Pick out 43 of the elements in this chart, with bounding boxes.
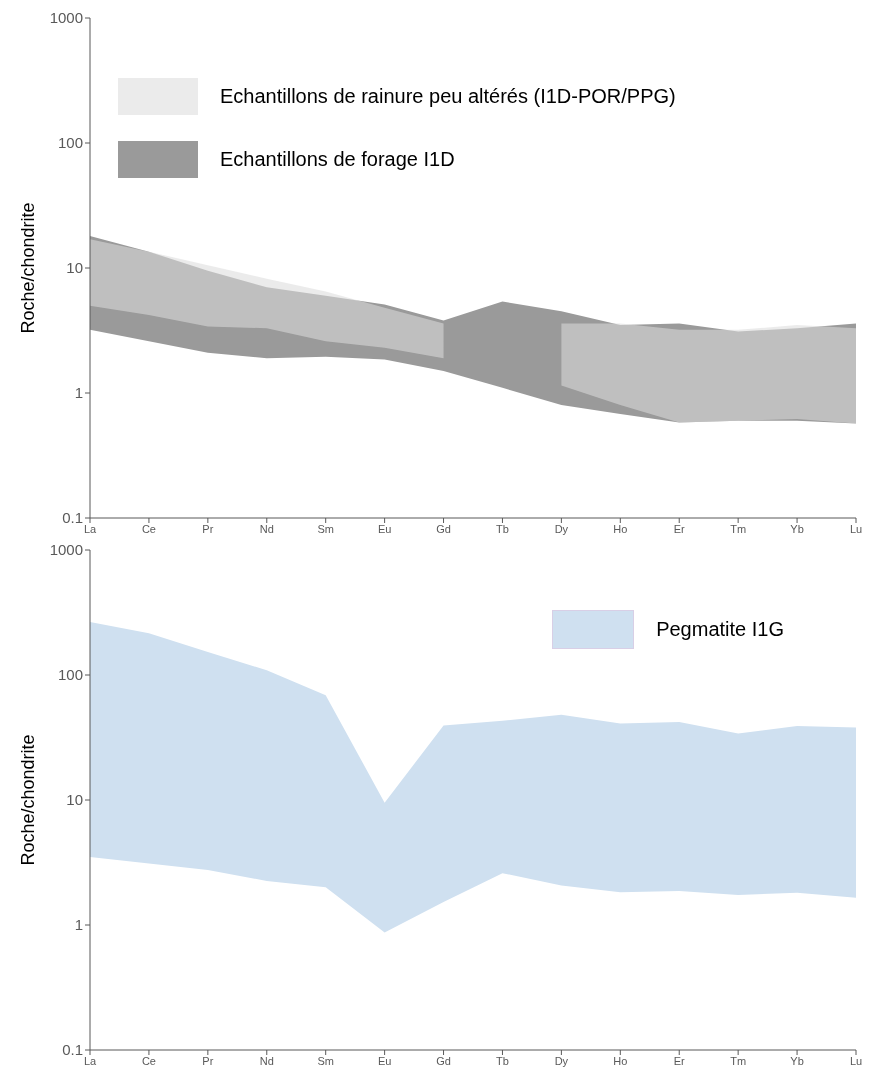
x-tick-label: Gd [436, 522, 451, 535]
legend-label: Pegmatite I1G [656, 618, 784, 641]
y-tick-label: 100 [57, 134, 83, 152]
legend-label: Echantillons de rainure peu altérés (I1D-POR/PPG) [220, 85, 676, 108]
x-tick-label: Sm [317, 1054, 334, 1067]
y-tick-label: 1000 [49, 541, 83, 559]
y-tick-label: 100 [57, 666, 83, 684]
x-tick-label: Nd [259, 522, 274, 535]
x-tick-label: Ho [613, 522, 628, 535]
x-tick-label: Pr [202, 522, 214, 535]
y-tick-label: 0.1 [62, 509, 83, 527]
x-tick-label: Ce [141, 522, 156, 535]
x-tick-label: Nd [259, 1054, 274, 1067]
x-tick-label: Gd [436, 1054, 451, 1067]
y-tick-label: 1 [74, 384, 83, 402]
y-tick-label: 1 [74, 916, 83, 934]
x-tick-label: La [83, 522, 97, 535]
x-tick-label: Ho [613, 1054, 628, 1067]
x-tick-label: Lu [849, 1054, 863, 1067]
x-tick-label: Eu [377, 522, 392, 535]
x-tick-label: Ce [141, 1054, 156, 1067]
y-tick-label: 1000 [49, 9, 83, 27]
y-axis-title: Roche/chondrite [18, 202, 39, 334]
y-axis-title: Roche/chondrite [18, 734, 39, 866]
y-tick-label: 10 [66, 259, 83, 277]
y-tick-label: 0.1 [62, 1041, 83, 1059]
x-tick-label: Er [673, 1054, 686, 1067]
x-tick-label: Yb [790, 522, 804, 535]
x-tick-label: Er [673, 522, 686, 535]
x-tick-label: Sm [317, 522, 334, 535]
x-tick-label: Pr [202, 1054, 214, 1067]
x-tick-label: Dy [554, 1054, 569, 1067]
x-tick-label: Yb [790, 1054, 804, 1067]
y-tick-label: 10 [66, 791, 83, 809]
legend-label: Echantillons de forage I1D [220, 148, 455, 171]
x-tick-label: La [83, 1054, 97, 1067]
x-tick-label: Tb [496, 1054, 509, 1067]
x-tick-label: Lu [849, 522, 863, 535]
x-tick-label: Tm [730, 1054, 747, 1067]
x-tick-label: Tm [730, 522, 747, 535]
x-tick-label: Tb [496, 522, 509, 535]
x-tick-label: Eu [377, 1054, 392, 1067]
x-tick-label: Dy [554, 522, 569, 535]
